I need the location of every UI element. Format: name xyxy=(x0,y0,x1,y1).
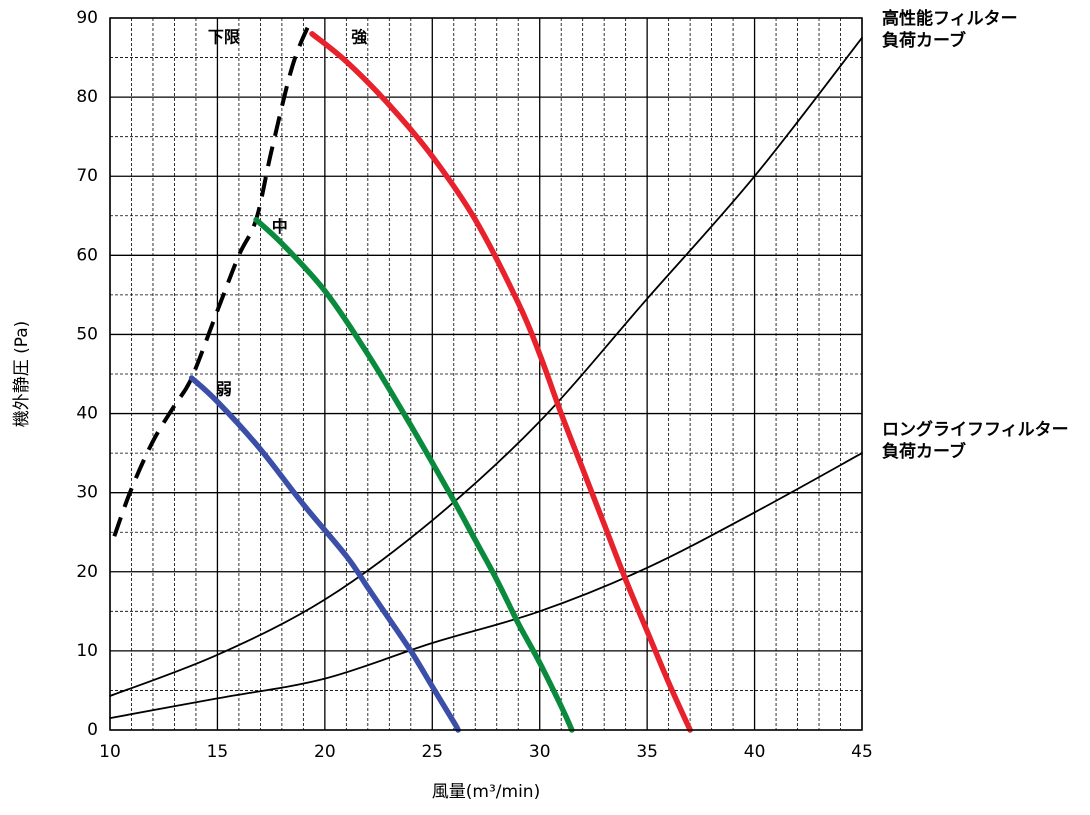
y-axis-title: 機外静圧 (Pa) xyxy=(12,321,32,428)
y-tick-label: 0 xyxy=(87,720,98,740)
y-tick-label: 50 xyxy=(76,324,98,344)
series-line xyxy=(309,31,693,733)
y-tick-label: 70 xyxy=(76,166,98,186)
plot-frame xyxy=(109,17,863,731)
curve-label: 中 xyxy=(272,217,288,236)
series-line xyxy=(188,375,461,733)
x-axis-title: 風量(m³/min) xyxy=(432,782,540,802)
series-line xyxy=(109,36,863,697)
x-tick-label: 25 xyxy=(421,742,443,762)
series-label: 負荷カーブ xyxy=(882,30,966,51)
series-line xyxy=(112,17,314,537)
y-tick-label: 40 xyxy=(76,404,98,424)
x-tick-label: 10 xyxy=(99,742,121,762)
curve-label: 下限 xyxy=(208,27,241,46)
curve-label: 強 xyxy=(351,27,367,46)
x-tick-label: 30 xyxy=(529,742,551,762)
series-line xyxy=(109,452,863,719)
y-tick-label: 30 xyxy=(76,483,98,503)
series-label: 高性能フィルター xyxy=(882,8,1018,29)
y-tick-label: 90 xyxy=(76,8,98,28)
x-tick-label: 35 xyxy=(636,742,658,762)
curve-label: 弱 xyxy=(216,379,232,398)
x-tick-label: 15 xyxy=(207,742,229,762)
y-tick-label: 80 xyxy=(76,87,98,107)
series-layer xyxy=(109,17,863,733)
series-label: 負荷カーブ xyxy=(882,441,966,462)
x-tick-label: 40 xyxy=(744,742,766,762)
x-tick-label: 45 xyxy=(851,742,873,762)
x-tick-label: 20 xyxy=(314,742,336,762)
y-tick-label: 60 xyxy=(76,245,98,265)
series-label: ロングライフフィルター xyxy=(882,419,1069,440)
y-tick-label: 20 xyxy=(76,562,98,582)
y-tick-label: 10 xyxy=(76,641,98,661)
series-line xyxy=(253,216,575,733)
grid xyxy=(109,17,863,731)
